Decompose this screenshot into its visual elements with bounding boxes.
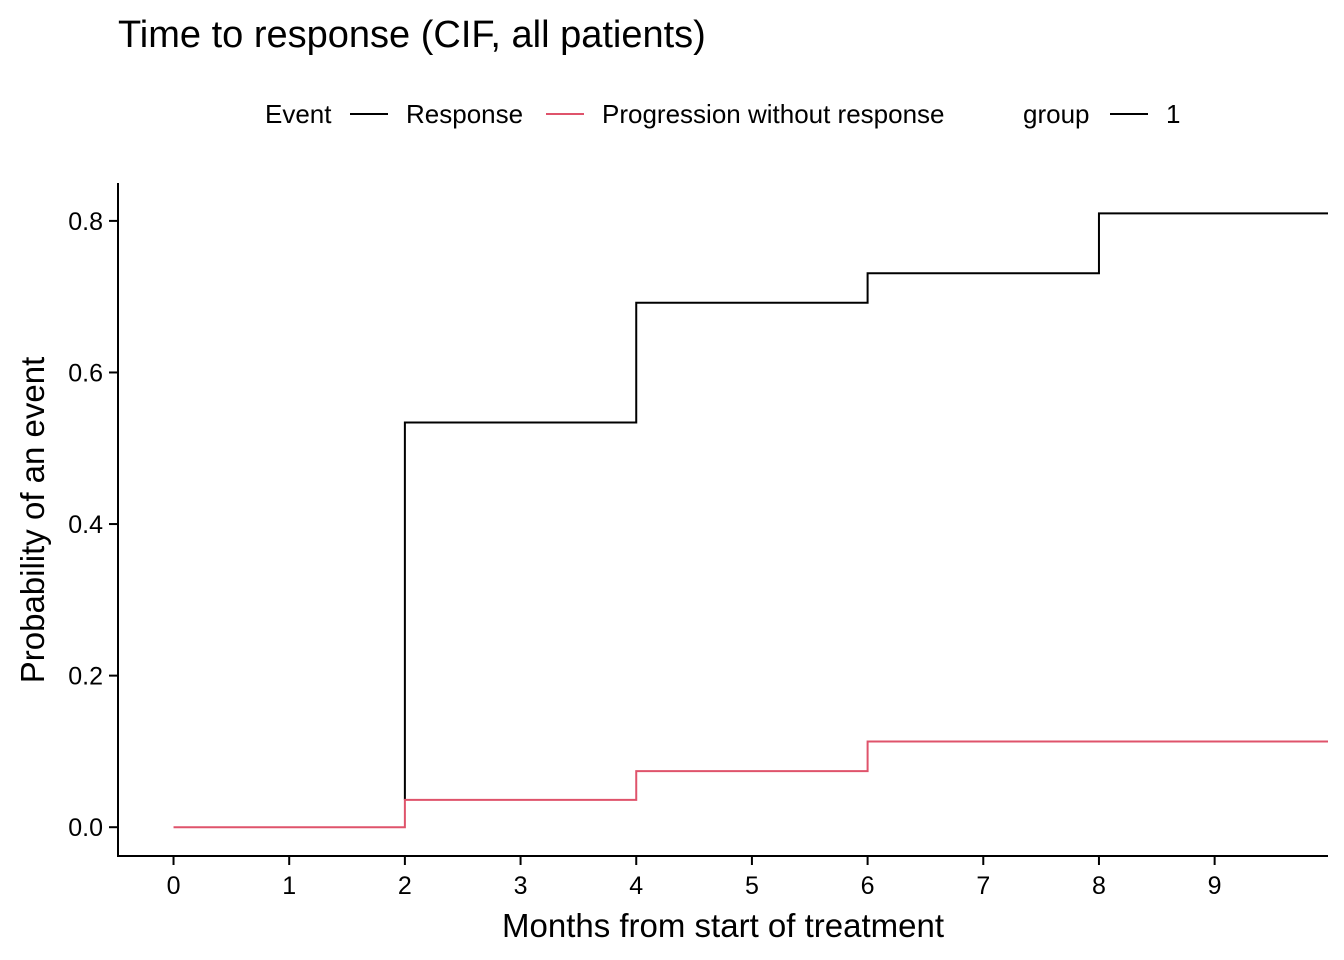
- x-tick-label: 1: [282, 872, 296, 900]
- legend-item-progression: Progression without response: [602, 99, 945, 129]
- legend-item-response: Response: [406, 99, 523, 129]
- series-layer: [173, 212, 1328, 829]
- y-tick-label: 0.4: [68, 511, 103, 539]
- x-axis-ticks: 0 1 2 3 4 5 6 7 8 9: [167, 856, 1222, 900]
- y-tick-label: 0.6: [68, 359, 103, 387]
- x-axis-title: Months from start of treatment: [502, 907, 944, 944]
- x-tick-label: 2: [398, 872, 412, 900]
- legend-item-group-1: 1: [1166, 99, 1180, 129]
- y-tick-label: 0.0: [68, 814, 103, 842]
- y-axis-ticks: 0.0 0.2 0.4 0.6 0.8: [68, 208, 118, 842]
- legend: Event Response Progression without respo…: [265, 99, 1180, 129]
- y-axis-title: Probability of an event: [14, 357, 51, 684]
- series-line-response: [403, 212, 1328, 800]
- x-tick-label: 3: [514, 872, 528, 900]
- x-tick-label: 4: [629, 872, 643, 900]
- x-tick-label: 5: [745, 872, 759, 900]
- y-tick-label: 0.2: [68, 663, 103, 691]
- x-tick-label: 0: [167, 872, 181, 900]
- x-tick-label: 7: [976, 872, 990, 900]
- chart-title: Time to response (CIF, all patients): [118, 14, 706, 56]
- y-tick-label: 0.8: [68, 208, 103, 236]
- series-line-progression-without-response: [173, 740, 1328, 829]
- x-tick-label: 6: [861, 872, 875, 900]
- x-tick-label: 8: [1092, 872, 1106, 900]
- legend-event-title: Event: [265, 99, 332, 129]
- legend-group-title: group: [1023, 99, 1090, 129]
- x-tick-label: 9: [1208, 872, 1222, 900]
